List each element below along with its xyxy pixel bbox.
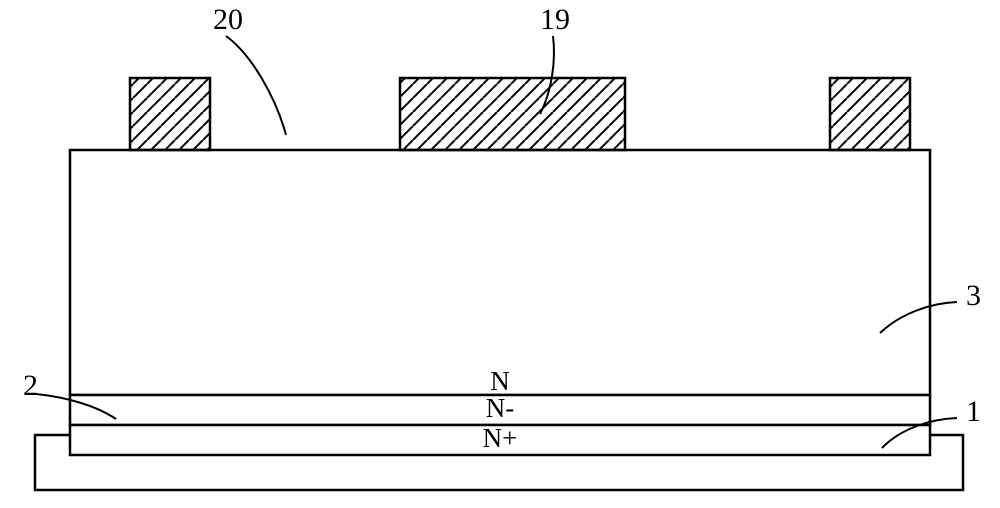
hatched-block-1 <box>400 78 625 150</box>
hatched-block-0 <box>130 78 210 150</box>
callout-1-label: 1 <box>966 395 981 428</box>
layer-top-label: N <box>490 366 510 396</box>
callout-20-label: 20 <box>213 3 243 36</box>
callout-19-label: 19 <box>540 3 570 36</box>
layer-top-rect <box>70 150 930 395</box>
layer-bottom-label: N+ <box>483 423 518 453</box>
callout-20-leader <box>226 36 286 135</box>
callout-3-label: 3 <box>966 279 981 312</box>
layer-middle-label: N- <box>486 393 515 423</box>
hatched-block-2 <box>830 78 910 150</box>
callout-2-label: 2 <box>23 369 38 402</box>
